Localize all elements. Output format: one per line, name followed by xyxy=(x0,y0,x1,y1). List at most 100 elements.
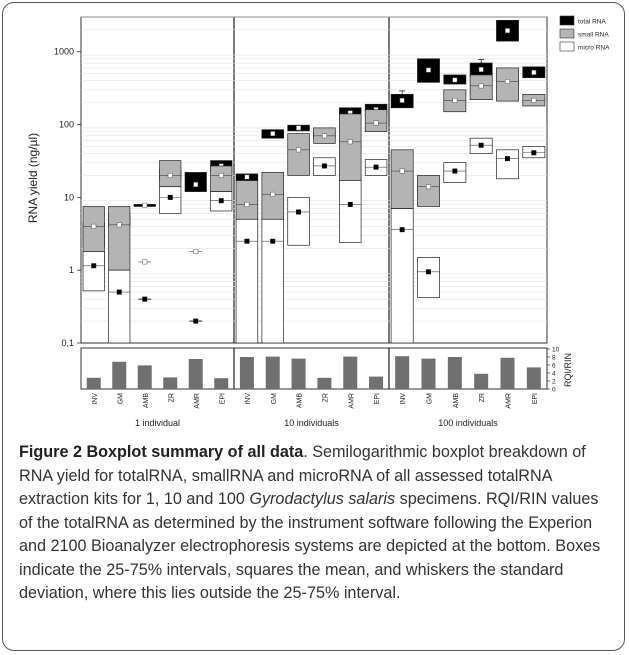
mean-marker xyxy=(531,97,537,103)
rin-bar xyxy=(163,377,178,389)
mean-marker xyxy=(142,296,148,302)
mean-marker xyxy=(373,164,379,170)
box xyxy=(390,208,414,344)
boxes xyxy=(82,19,546,344)
category-label: INV xyxy=(400,393,407,405)
y-tick-label: 1 xyxy=(69,265,74,275)
y-tick-label: 10 xyxy=(64,192,74,202)
mean-marker xyxy=(478,142,484,148)
mean-marker xyxy=(452,168,458,174)
box xyxy=(159,186,182,214)
mean-marker xyxy=(531,69,537,75)
rin-axis-label: RQI/RIN xyxy=(563,353,573,387)
category-label: AMR xyxy=(506,393,513,409)
mean-marker xyxy=(244,201,250,207)
category-label: AMR xyxy=(194,393,201,409)
category-label: GM xyxy=(117,393,124,404)
rin-tick-label: 6 xyxy=(552,363,556,370)
category-label: AMB xyxy=(143,393,150,409)
mean-marker xyxy=(91,223,97,229)
rin-tick-label: 2 xyxy=(552,379,556,386)
box xyxy=(235,180,259,220)
legend: total RNA small RNA micro RNA xyxy=(559,15,610,52)
figure-caption: Figure 2 Boxplot summary of all data. Se… xyxy=(19,441,615,606)
mean-marker xyxy=(218,198,224,204)
mean-marker xyxy=(244,238,250,244)
mean-marker xyxy=(142,202,148,208)
box xyxy=(496,67,519,102)
category-label: ZR xyxy=(168,393,175,402)
category-label: ZR xyxy=(479,393,486,402)
box xyxy=(210,165,233,192)
box xyxy=(108,269,131,344)
box xyxy=(287,197,310,246)
mean-marker xyxy=(373,120,379,126)
category-label: EPI xyxy=(374,393,381,404)
y-axis: 0,1 1 10 100 1000 xyxy=(54,47,81,348)
box xyxy=(496,149,519,180)
legend-swatch xyxy=(559,15,575,26)
category-label: EPI xyxy=(532,393,539,404)
mean-marker xyxy=(296,147,302,153)
legend-label: total RNA xyxy=(578,19,606,26)
mean-marker xyxy=(193,249,199,255)
rin-bar xyxy=(86,377,101,389)
mean-marker xyxy=(142,259,148,265)
mean-marker xyxy=(399,227,405,233)
mean-marker xyxy=(531,150,537,156)
mean-marker xyxy=(244,174,250,180)
rin-bar xyxy=(317,377,332,389)
mean-marker xyxy=(296,125,302,131)
category-label: EPI xyxy=(219,393,226,404)
mean-marker xyxy=(478,67,484,72)
rin-bar xyxy=(112,361,127,389)
box xyxy=(417,257,440,298)
mean-marker xyxy=(478,83,484,89)
rin-bar xyxy=(343,356,358,389)
caption-title: Figure 2 Boxplot summary of all data xyxy=(19,443,304,461)
mean-marker xyxy=(321,163,327,169)
mean-marker xyxy=(505,79,510,84)
mean-marker xyxy=(426,67,431,73)
mean-marker xyxy=(91,263,97,269)
panel-label: 100 individuals xyxy=(438,418,498,428)
legend-label: small RNA xyxy=(578,32,609,39)
category-label: GM xyxy=(427,393,434,404)
rin-bar xyxy=(500,357,515,389)
mean-marker xyxy=(193,182,199,187)
mean-marker xyxy=(505,28,510,34)
rin-bar xyxy=(214,378,229,389)
panel-label: 10 individuals xyxy=(284,418,339,428)
y-tick-label: 100 xyxy=(59,120,74,130)
rin-bar xyxy=(137,365,152,389)
legend-swatch xyxy=(559,41,575,52)
rin-tick-label: 4 xyxy=(552,371,556,378)
category-label: AMB xyxy=(453,393,460,409)
mean-marker xyxy=(270,131,276,137)
box xyxy=(261,218,284,344)
mean-marker xyxy=(167,194,173,200)
mean-marker xyxy=(321,133,327,139)
mean-marker xyxy=(270,191,276,197)
category-label: ZR xyxy=(322,393,329,402)
rin-bar xyxy=(395,356,410,389)
category-label: GM xyxy=(271,393,278,404)
caption-text-1: . Semilogarithmic boxplot breakdown of R… xyxy=(19,443,586,508)
mean-marker xyxy=(116,222,122,228)
box xyxy=(339,180,362,243)
rin-bar xyxy=(188,359,203,389)
category-labels: INV GM AMB ZR AMR EPI 1 individual INV GM AMB ZR AM… xyxy=(92,393,539,428)
gridlines xyxy=(81,16,547,322)
y-tick-label: 1000 xyxy=(54,47,74,57)
rin-bar xyxy=(265,356,280,389)
mean-marker xyxy=(426,184,431,190)
rin-tick-label: 8 xyxy=(552,355,556,362)
legend-swatch xyxy=(559,28,575,39)
box xyxy=(108,206,131,271)
mean-marker xyxy=(452,77,458,83)
mean-marker xyxy=(426,269,431,275)
mean-marker xyxy=(116,289,122,295)
box xyxy=(417,175,440,207)
